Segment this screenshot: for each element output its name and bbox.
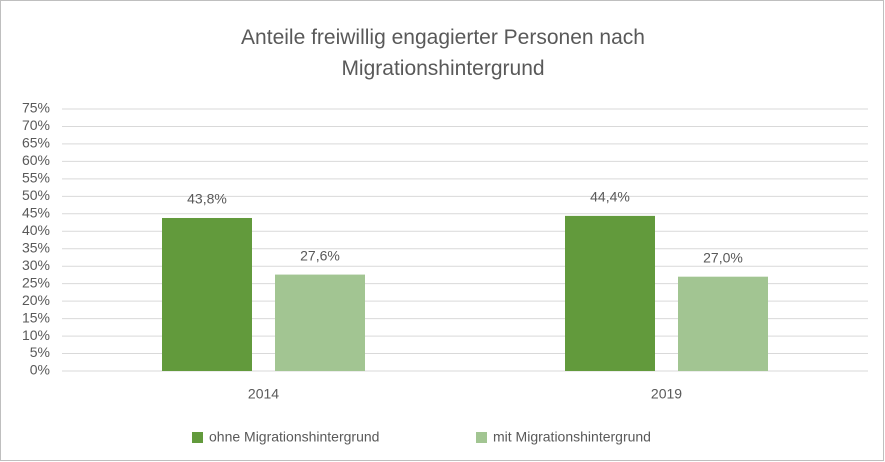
- y-tick-label: 65%: [22, 135, 50, 151]
- data-label: 43,8%: [187, 191, 227, 207]
- y-tick-label: 75%: [22, 100, 50, 116]
- y-tick-label: 25%: [22, 274, 50, 290]
- y-tick-label: 10%: [22, 327, 50, 343]
- y-tick-label: 70%: [22, 117, 50, 133]
- legend-label: mit Migrationshintergrund: [493, 429, 651, 445]
- bar: [565, 215, 655, 371]
- y-tick-label: 20%: [22, 292, 50, 308]
- legend-swatch: [192, 432, 203, 443]
- bar: [275, 274, 365, 371]
- legend-swatch: [476, 432, 487, 443]
- y-tick-label: 40%: [22, 222, 50, 238]
- bar: [162, 217, 252, 371]
- bar: [678, 276, 768, 371]
- legend-label: ohne Migrationshintergrund: [209, 429, 379, 445]
- y-tick-label: 15%: [22, 309, 50, 325]
- y-tick-label: 5%: [30, 344, 50, 360]
- y-tick-label: 45%: [22, 205, 50, 221]
- y-tick-label: 50%: [22, 187, 50, 203]
- data-label: 27,6%: [300, 247, 340, 263]
- y-tick-label: 0%: [30, 362, 50, 378]
- chart-title: Anteile freiwillig engagierter Personen …: [241, 26, 645, 80]
- y-tick-label: 60%: [22, 152, 50, 168]
- x-tick-label: 2014: [248, 386, 279, 402]
- x-tick-label: 2019: [651, 386, 682, 402]
- y-tick-label: 55%: [22, 170, 50, 186]
- y-tick-label: 35%: [22, 239, 50, 255]
- data-label: 44,4%: [590, 189, 630, 205]
- y-tick-label: 30%: [22, 257, 50, 273]
- data-label: 27,0%: [703, 249, 743, 265]
